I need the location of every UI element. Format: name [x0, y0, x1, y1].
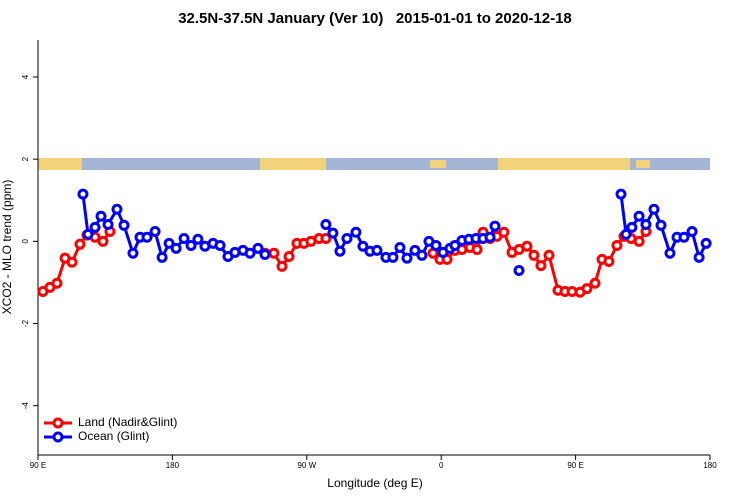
point: [327, 227, 339, 239]
point: [51, 277, 63, 289]
legend-marker: [52, 417, 64, 429]
point: [66, 256, 78, 268]
point: [498, 226, 510, 238]
point: [611, 239, 623, 251]
point: [97, 235, 109, 247]
point: [320, 218, 332, 230]
point: [341, 232, 353, 244]
y-tick-label: -4: [21, 402, 30, 410]
point: [693, 251, 705, 263]
legend-label: Land (Nadir&Glint): [78, 415, 177, 429]
point: [626, 221, 638, 233]
point: [387, 251, 399, 263]
point: [178, 232, 190, 244]
point: [141, 231, 153, 243]
point: [535, 260, 547, 272]
point: [320, 232, 332, 244]
point: [394, 242, 406, 253]
point: [371, 244, 383, 256]
point: [489, 220, 501, 232]
point: [513, 265, 525, 277]
point: [678, 231, 690, 243]
legend-label: Ocean (Glint): [78, 429, 149, 443]
point: [700, 237, 712, 249]
y-axis-label: XCO2 - MLO trend (ppm): [0, 180, 14, 315]
point: [192, 233, 204, 245]
point: [111, 203, 123, 215]
point: [102, 218, 114, 230]
x-tick-label: 90 E: [567, 461, 583, 470]
point: [409, 244, 421, 256]
x-tick-label: 180: [703, 461, 717, 470]
point: [283, 251, 295, 263]
point: [74, 238, 86, 250]
point: [686, 225, 698, 237]
x-axis-label: Longitude (deg E): [327, 476, 422, 490]
point: [350, 226, 362, 238]
point: [589, 277, 601, 289]
point: [334, 245, 346, 257]
point: [259, 248, 271, 260]
x-tick-label: 0: [439, 461, 444, 470]
y-tick-label: 0: [21, 239, 30, 244]
point: [268, 247, 280, 259]
point: [401, 252, 413, 264]
point: [528, 249, 540, 261]
point: [471, 244, 483, 256]
point: [615, 188, 627, 200]
point: [416, 249, 428, 261]
point: [655, 219, 667, 231]
point: [543, 249, 555, 261]
point: [95, 210, 107, 222]
point: [620, 228, 632, 240]
x-tick-label: 90 E: [30, 461, 46, 470]
point: [185, 239, 197, 251]
map-strip: [38, 158, 710, 170]
point: [149, 225, 161, 237]
point: [633, 235, 645, 247]
point: [89, 221, 101, 233]
y-tick-label: 4: [21, 74, 30, 79]
point: [664, 247, 676, 259]
point: [357, 240, 369, 252]
point: [118, 219, 130, 231]
point: [484, 231, 496, 243]
point: [640, 218, 652, 230]
point: [82, 228, 94, 240]
x-tick-label: 90 W: [297, 461, 316, 470]
point: [244, 247, 256, 259]
point: [449, 239, 461, 251]
point: [603, 255, 615, 267]
y-tick-label: -2: [21, 319, 30, 327]
point: [521, 240, 533, 252]
point: [77, 188, 89, 200]
point: [252, 242, 264, 254]
y-tick-label: 2: [21, 156, 30, 161]
point: [581, 283, 593, 295]
point: [156, 251, 168, 263]
x-tick-label: 180: [166, 461, 180, 470]
chart-title: 32.5N-37.5N January (Ver 10) 2015-01-01 …: [178, 10, 572, 27]
point: [430, 239, 442, 251]
point: [276, 260, 288, 272]
point: [214, 239, 226, 251]
point: [648, 203, 660, 215]
point: [170, 242, 182, 254]
point: [127, 247, 139, 259]
legend-marker: [52, 431, 64, 443]
point: [633, 210, 645, 222]
point: [163, 237, 175, 249]
